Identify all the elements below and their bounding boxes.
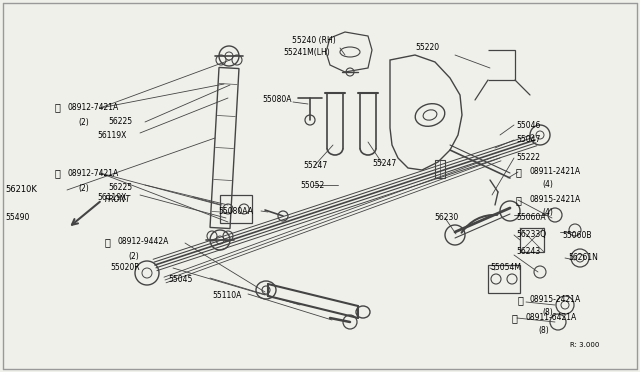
Text: 55247: 55247 — [372, 158, 396, 167]
Text: (2): (2) — [78, 183, 89, 192]
Text: (8): (8) — [542, 308, 553, 317]
Text: 55045: 55045 — [168, 275, 193, 283]
Text: (2): (2) — [78, 118, 89, 126]
Text: 56261N: 56261N — [568, 253, 598, 263]
Text: 08915-2421A: 08915-2421A — [530, 295, 581, 305]
Text: 55247: 55247 — [303, 160, 327, 170]
Text: 55110A: 55110A — [212, 291, 241, 299]
Text: 55490: 55490 — [5, 214, 29, 222]
Text: 56119X: 56119X — [97, 192, 126, 202]
Text: Ⓥ: Ⓥ — [518, 295, 524, 305]
Text: Ⓝ: Ⓝ — [55, 102, 61, 112]
Text: (4): (4) — [542, 208, 553, 218]
Text: 56119X: 56119X — [97, 131, 126, 140]
Text: Ⓝ: Ⓝ — [105, 237, 111, 247]
Text: 08912-9442A: 08912-9442A — [118, 237, 170, 247]
Text: Ⓦ: Ⓦ — [516, 195, 522, 205]
Text: 55080AA: 55080AA — [218, 208, 253, 217]
Text: FRONT: FRONT — [105, 196, 131, 205]
Text: 08915-2421A: 08915-2421A — [529, 196, 580, 205]
Text: 55020R: 55020R — [110, 263, 140, 273]
Text: (8): (8) — [538, 327, 548, 336]
Text: 08911-6421A: 08911-6421A — [525, 314, 576, 323]
Text: 56230: 56230 — [434, 214, 458, 222]
Text: Ⓝ: Ⓝ — [512, 313, 518, 323]
Text: 55241M(LH): 55241M(LH) — [283, 48, 330, 57]
Text: 55054M: 55054M — [490, 263, 521, 273]
Text: 56225: 56225 — [108, 183, 132, 192]
Text: 56233Q: 56233Q — [516, 231, 546, 240]
Text: 55046: 55046 — [516, 121, 540, 129]
Text: 08912-7421A: 08912-7421A — [68, 103, 119, 112]
Text: 55080A: 55080A — [262, 96, 291, 105]
Text: 55240 (RH): 55240 (RH) — [292, 35, 336, 45]
Text: Ⓝ: Ⓝ — [55, 168, 61, 178]
Text: Ⓝ: Ⓝ — [516, 167, 522, 177]
Text: 55047: 55047 — [516, 135, 540, 144]
Text: 56210K: 56210K — [5, 186, 37, 195]
Text: R: 3.000: R: 3.000 — [570, 342, 600, 348]
Text: 55220: 55220 — [415, 42, 439, 51]
Text: 55060B: 55060B — [562, 231, 591, 240]
Text: 56225: 56225 — [108, 118, 132, 126]
Text: (2): (2) — [128, 251, 139, 260]
Text: 55222: 55222 — [516, 154, 540, 163]
Text: 55052: 55052 — [300, 180, 324, 189]
Text: (4): (4) — [542, 180, 553, 189]
Text: 08911-2421A: 08911-2421A — [529, 167, 580, 176]
Text: 08912-7421A: 08912-7421A — [68, 169, 119, 177]
Text: 56243: 56243 — [516, 247, 540, 257]
Text: 55060A: 55060A — [516, 214, 546, 222]
